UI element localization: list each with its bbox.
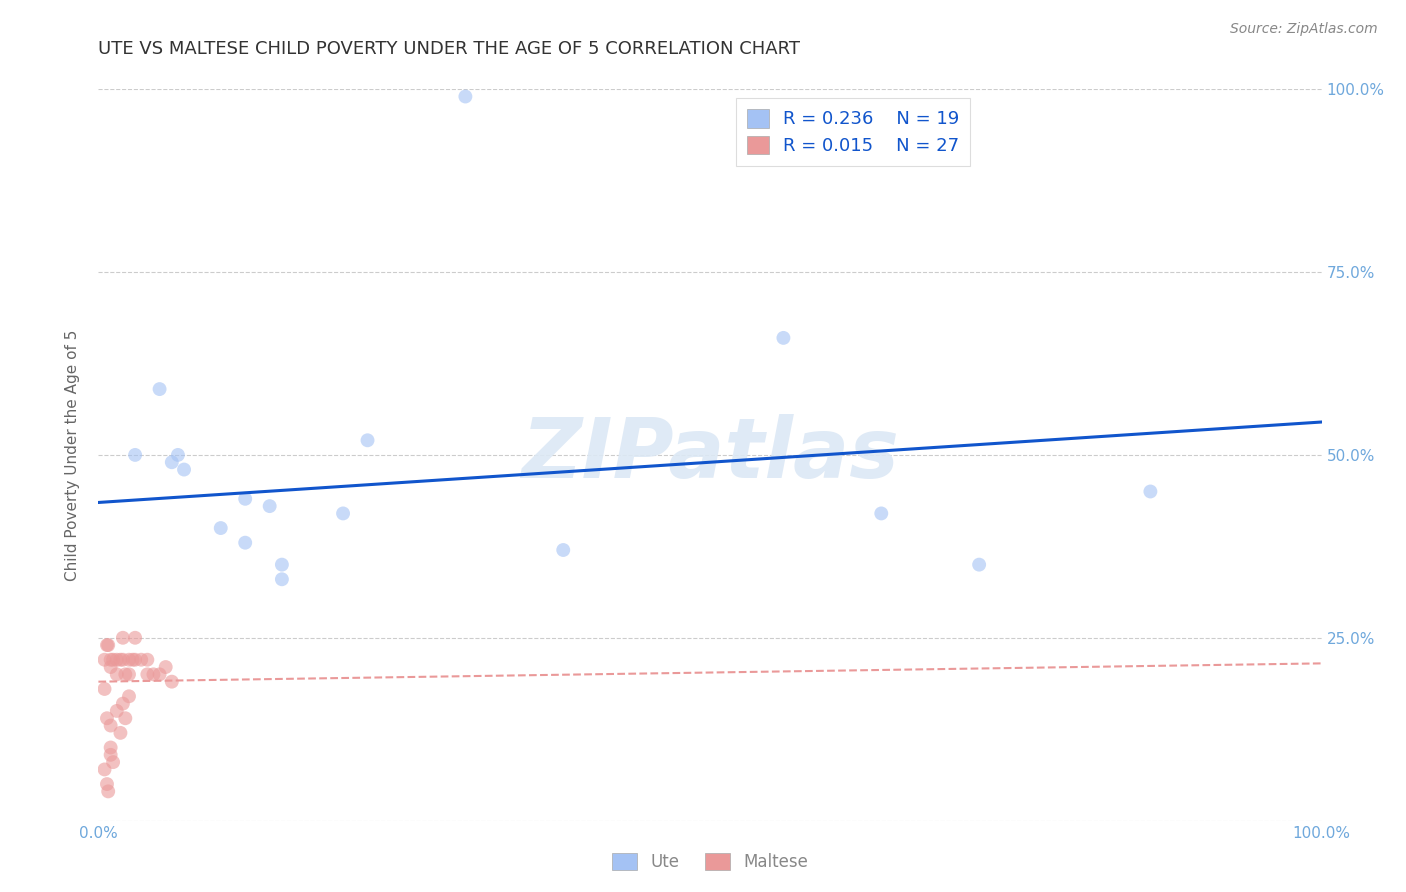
Point	[124, 631, 146, 645]
Point	[121, 653, 143, 667]
Point	[136, 667, 159, 681]
Point	[100, 740, 122, 755]
Point	[772, 331, 794, 345]
Text: UTE VS MALTESE CHILD POVERTY UNDER THE AGE OF 5 CORRELATION CHART: UTE VS MALTESE CHILD POVERTY UNDER THE A…	[98, 40, 800, 58]
Point	[454, 89, 477, 103]
Point	[114, 667, 136, 681]
Point	[173, 462, 195, 476]
Point	[105, 653, 128, 667]
Point	[101, 653, 124, 667]
Point	[270, 572, 294, 586]
Point	[105, 667, 128, 681]
Point	[870, 507, 893, 521]
Point	[129, 653, 152, 667]
Point	[149, 667, 172, 681]
Legend: Ute, Maltese: Ute, Maltese	[606, 847, 814, 878]
Text: ZIPatlas: ZIPatlas	[522, 415, 898, 495]
Point	[97, 638, 120, 652]
Point	[967, 558, 990, 572]
Point	[101, 755, 124, 769]
Y-axis label: Child Poverty Under the Age of 5: Child Poverty Under the Age of 5	[65, 329, 80, 581]
Point	[111, 653, 134, 667]
Point	[114, 711, 136, 725]
Point	[160, 455, 183, 469]
Point	[100, 747, 122, 762]
Point	[96, 777, 118, 791]
Point	[1139, 484, 1161, 499]
Point	[93, 653, 115, 667]
Point	[110, 726, 132, 740]
Point	[209, 521, 232, 535]
Point	[270, 558, 294, 572]
Point	[124, 448, 146, 462]
Text: Source: ZipAtlas.com: Source: ZipAtlas.com	[1230, 22, 1378, 37]
Point	[93, 763, 115, 777]
Point	[167, 448, 190, 462]
Point	[118, 667, 141, 681]
Point	[155, 660, 177, 674]
Point	[111, 697, 134, 711]
Point	[111, 631, 134, 645]
Point	[160, 674, 183, 689]
Point	[356, 434, 378, 448]
Point	[110, 653, 132, 667]
Point	[93, 681, 115, 696]
Point	[136, 653, 159, 667]
Point	[259, 499, 281, 513]
Point	[97, 784, 120, 798]
Point	[233, 535, 256, 549]
Point	[96, 711, 118, 725]
Point	[332, 507, 354, 521]
Point	[105, 704, 128, 718]
Point	[149, 382, 172, 396]
Point	[96, 638, 118, 652]
Point	[124, 653, 146, 667]
Point	[118, 690, 141, 704]
Point	[100, 660, 122, 674]
Point	[118, 653, 141, 667]
Point	[553, 543, 575, 558]
Point	[142, 667, 165, 681]
Point	[100, 718, 122, 732]
Point	[233, 491, 256, 506]
Point	[100, 653, 122, 667]
